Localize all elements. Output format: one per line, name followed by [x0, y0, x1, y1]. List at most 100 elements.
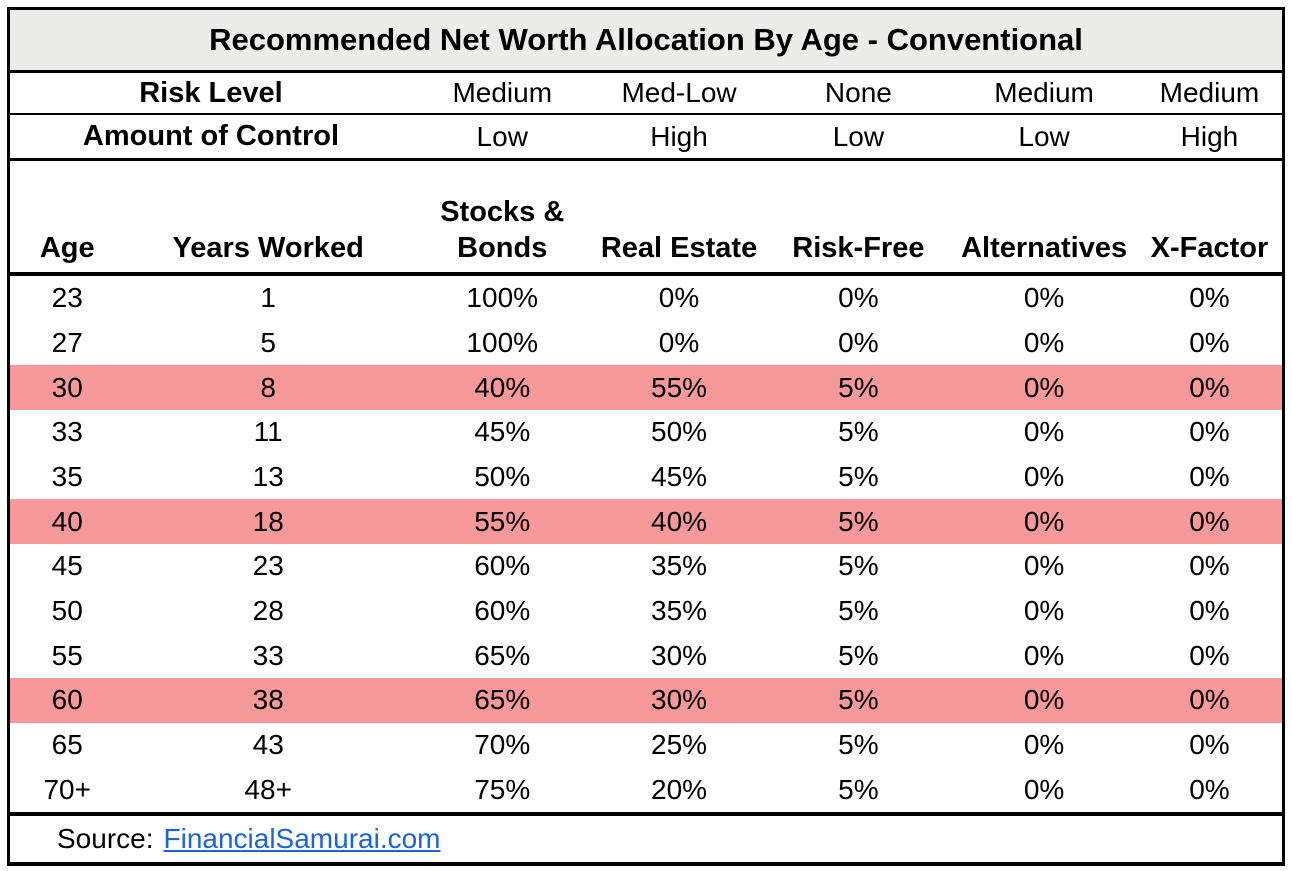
source-link[interactable]: FinancialSamurai.com: [163, 823, 441, 854]
column-header: X-Factor: [1150, 232, 1269, 264]
table-row: 55 33 65% 30% 5% 0% 0%: [10, 633, 1282, 678]
table-cell: 0%: [1189, 416, 1230, 448]
table-cell: 5%: [838, 639, 879, 671]
table-cell: 0%: [1023, 416, 1065, 448]
table-cell: 25%: [651, 729, 708, 761]
table-cell: 0%: [1023, 729, 1065, 761]
table-cell: 27: [51, 327, 83, 358]
table-cell: 0%: [1023, 639, 1065, 671]
table-cell: 35: [51, 461, 83, 493]
table-cell: 0%: [1189, 550, 1230, 582]
table-row: 70+ 48+ 75% 20% 5% 0% 0%: [10, 767, 1282, 812]
table-row: 30 8 40% 55% 5% 0% 0%: [10, 365, 1282, 411]
table-cell: 60%: [474, 595, 531, 627]
column-header: Age: [39, 232, 95, 264]
risk-level-value: Med-Low: [621, 77, 737, 108]
table-cell: 0%: [658, 327, 700, 358]
amount-of-control-label: Amount of Control: [82, 120, 340, 152]
table-title: Recommended Net Worth Allocation By Age …: [10, 10, 1282, 73]
table-cell: 0%: [1023, 684, 1065, 716]
table-cell: 50%: [474, 461, 531, 493]
risk-level-value: Medium: [994, 77, 1094, 108]
table-cell: 0%: [1189, 282, 1230, 314]
table-cell: 0%: [1189, 684, 1230, 716]
table-cell: 30%: [651, 684, 708, 716]
table-cell: 0%: [1189, 773, 1230, 805]
table-cell: 0%: [658, 282, 700, 314]
table-cell: 100%: [466, 327, 539, 358]
table-cell: 0%: [1023, 550, 1065, 582]
table-cell: 8: [260, 371, 276, 403]
table-cell: 5%: [838, 550, 879, 582]
table-cell: 0%: [838, 282, 879, 314]
table-cell: 50: [51, 595, 83, 627]
table-cell: 5%: [838, 595, 879, 627]
table-cell: 33: [252, 639, 284, 671]
table-cell: 5%: [838, 371, 879, 403]
table-cell: 70%: [474, 729, 531, 761]
table-cell: 0%: [1189, 729, 1230, 761]
table-cell: 35%: [651, 550, 708, 582]
table-cell: 40%: [474, 371, 531, 403]
table-cell: 65%: [474, 684, 531, 716]
amount-of-control-value: Low: [476, 120, 528, 152]
table-cell: 0%: [1189, 505, 1230, 537]
table-cell: 40: [51, 505, 83, 537]
table-body: 23 1 100% 0% 0% 0% 0% 27 5 100% 0% 0% 0% 0% 30 8 40% 55% 5…: [10, 276, 1282, 812]
table-cell: 60%: [474, 550, 531, 582]
column-header: Real Estate: [600, 232, 758, 264]
table-cell: 0%: [838, 327, 879, 358]
table-cell: 70+: [43, 773, 91, 805]
table-cell: 20%: [651, 773, 708, 805]
table-row: 35 13 50% 45% 5% 0% 0%: [10, 455, 1282, 500]
table-cell: 0%: [1023, 461, 1065, 493]
table-cell: 0%: [1189, 595, 1230, 627]
table-cell: 5%: [838, 773, 879, 805]
allocation-table: Recommended Net Worth Allocation By Age …: [7, 7, 1285, 866]
table-row: 23 1 100% 0% 0% 0% 0%: [10, 276, 1282, 321]
table-cell: 45%: [474, 416, 531, 448]
table-cell: 0%: [1189, 371, 1230, 403]
table-row: 65 43 70% 25% 5% 0% 0%: [10, 723, 1282, 768]
table-cell: 60: [51, 684, 83, 716]
column-header: Years Worked: [172, 232, 364, 264]
table-cell: 0%: [1189, 327, 1230, 358]
column-header-row: Age Years Worked Stocks & Bonds Real Estate…: [10, 161, 1282, 276]
table-row: 40 18 55% 40% 5% 0% 0%: [10, 499, 1282, 545]
table-cell: 5%: [838, 461, 879, 493]
table-cell: 30: [51, 371, 83, 403]
table-cell: 45%: [651, 461, 708, 493]
risk-level-label: Risk Level: [139, 76, 283, 109]
table-cell: 5%: [838, 505, 879, 537]
table-cell: 65%: [474, 639, 531, 671]
table-cell: 55%: [474, 505, 531, 537]
column-header: Alternatives: [961, 232, 1128, 264]
table-cell: 5%: [838, 416, 879, 448]
table-cell: 55: [51, 639, 83, 671]
table-cell: 11: [253, 416, 283, 448]
table-cell: 0%: [1023, 595, 1065, 627]
table-cell: 18: [252, 505, 284, 537]
source-row: Source: FinancialSamurai.com: [10, 812, 1282, 862]
table-cell: 0%: [1023, 773, 1065, 805]
amount-of-control-value: Low: [832, 120, 885, 152]
amount-of-control-value: Low: [1018, 120, 1070, 152]
table-cell: 45: [51, 550, 83, 582]
table-row: 27 5 100% 0% 0% 0% 0%: [10, 321, 1282, 366]
table-cell: 100%: [466, 282, 539, 314]
table-cell: 0%: [1023, 505, 1065, 537]
risk-level-value: Medium: [1159, 77, 1260, 108]
table-row: 60 38 65% 30% 5% 0% 0%: [10, 678, 1282, 723]
table-cell: 1: [260, 282, 276, 314]
column-header: Stocks & Bonds: [440, 196, 565, 264]
table-cell: 40%: [651, 505, 708, 537]
source-label: Source:: [57, 823, 154, 854]
table-cell: 55%: [651, 371, 708, 403]
table-cell: 23: [51, 282, 83, 314]
table-cell: 33: [51, 416, 83, 448]
table-cell: 5: [260, 327, 276, 358]
table-cell: 65: [51, 729, 83, 761]
table-cell: 5%: [838, 729, 879, 761]
table-cell: 0%: [1023, 282, 1065, 314]
table-cell: 0%: [1189, 461, 1230, 493]
